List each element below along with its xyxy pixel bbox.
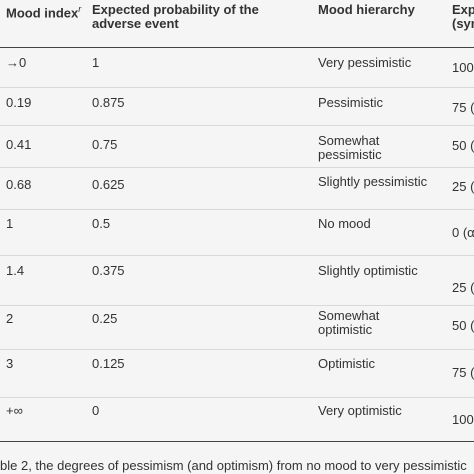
- table-header: Mood indexr Expected probability of the …: [0, 0, 474, 48]
- cell-hierarchy: Somewhat pessimistic: [318, 133, 382, 162]
- cell-hierarchy: Pessimistic: [318, 95, 384, 110]
- header-mood-index: Mood indexr: [6, 4, 82, 21]
- cell-probability: 0.75: [92, 137, 118, 152]
- header-symbol-partial: (sym: [452, 16, 474, 31]
- cell-extra: 25 (: [452, 179, 474, 194]
- table-row: →0 1 Very pessimistic 100: [0, 48, 474, 88]
- table-row: 0.68 0.625 Slightly pessimistic 25 (: [0, 168, 474, 210]
- cell-extra: 75 (: [452, 100, 474, 115]
- cell-mood-index: +∞: [6, 403, 23, 418]
- cell-probability: 0.375: [92, 263, 125, 278]
- table-row: 2 0.25 Somewhat optimistic 50 (: [0, 306, 474, 350]
- table-row: 1.4 0.375 Slightly optimistic 25 (: [0, 256, 474, 306]
- header-mood-hierarchy: Mood hierarchy: [318, 2, 415, 17]
- cell-mood-index: →0: [6, 55, 27, 70]
- cell-hierarchy: Very optimistic: [318, 403, 402, 418]
- cell-mood-index: 2: [6, 311, 14, 326]
- table-bottom-rule: [0, 441, 474, 442]
- cell-extra: 100: [452, 412, 474, 427]
- cell-hierarchy: Optimistic: [318, 356, 376, 371]
- cell-mood-index: 1: [6, 216, 14, 231]
- cell-probability: 0.875: [92, 95, 125, 110]
- cell-mood-index: 0.19: [6, 95, 32, 110]
- cell-mood-index: 0.68: [6, 177, 32, 192]
- cell-hierarchy: Slightly pessimistic: [318, 174, 428, 189]
- cell-probability: 0.125: [92, 356, 125, 371]
- cell-hierarchy: No mood: [318, 216, 371, 231]
- cell-probability: 1: [92, 55, 100, 70]
- table-row: +∞ 0 Very optimistic 100: [0, 398, 474, 441]
- header-expected-partial: Expe: [452, 2, 474, 17]
- cell-extra: 25 (: [452, 280, 474, 295]
- cell-extra: 50 (: [452, 318, 474, 333]
- table-row: 0.19 0.875 Pessimistic 75 (: [0, 88, 474, 126]
- header-expected-probability: Expected probability of the adverse even…: [92, 2, 259, 31]
- cell-hierarchy: Somewhat optimistic: [318, 308, 380, 337]
- cell-mood-index: 0.41: [6, 137, 32, 152]
- table-row: 1 0.5 No mood 0 (α: [0, 210, 474, 256]
- cell-extra: 75 (: [452, 365, 474, 380]
- cell-mood-index: 1.4: [6, 263, 25, 278]
- table-row: 0.41 0.75 Somewhat pessimistic 50 (: [0, 126, 474, 168]
- cell-mood-index: 3: [6, 356, 14, 371]
- table-row: 3 0.125 Optimistic 75 (: [0, 350, 474, 398]
- cell-hierarchy: Very pessimistic: [318, 55, 412, 70]
- table-caption: ble 2, the degrees of pessimism (and opt…: [0, 458, 467, 473]
- cell-extra: 0 (α: [452, 225, 474, 240]
- cell-extra: 50 (: [452, 138, 474, 153]
- cell-probability: 0.25: [92, 311, 118, 326]
- cell-probability: 0: [92, 403, 100, 418]
- cell-extra: 100: [452, 60, 474, 75]
- cell-hierarchy: Slightly optimistic: [318, 263, 418, 278]
- cell-probability: 0.5: [92, 216, 111, 231]
- cell-probability: 0.625: [92, 177, 125, 192]
